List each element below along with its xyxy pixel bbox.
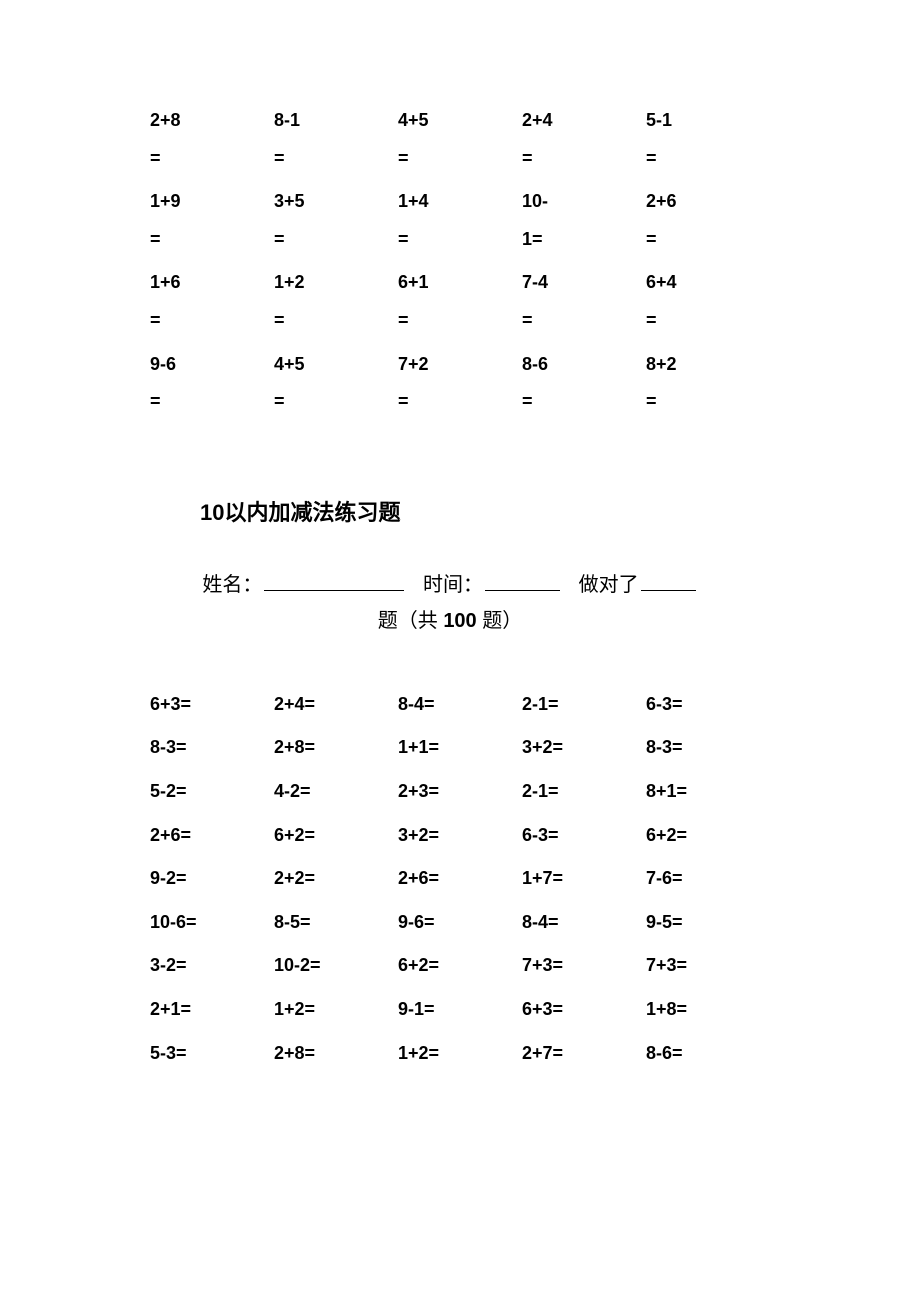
problem-cell: 1+6 (150, 272, 274, 310)
problem-cell: 5-2= (150, 781, 274, 825)
problem-cell: 5-3= (150, 1043, 274, 1087)
problem-cell: 2+8= (274, 1043, 398, 1087)
problem-cell: 3+2= (522, 737, 646, 781)
problem-cell: 2+6= (398, 868, 522, 912)
problem-cell: 2+6 (646, 191, 770, 229)
problem-cell: 7+3= (522, 955, 646, 999)
problem-cell: 1+2= (398, 1043, 522, 1087)
problem-cell: 9-6 (150, 354, 274, 392)
name-label: 姓名： (202, 574, 262, 596)
equals-cell: = (522, 148, 646, 192)
equals-cell: = (522, 391, 646, 435)
problem-cell: 1+4 (398, 191, 522, 229)
problem-cell: 9-1= (398, 999, 522, 1043)
problem-cell: 1+2 (274, 272, 398, 310)
problem-cell: 1+9 (150, 191, 274, 229)
equals-cell: = (398, 391, 522, 435)
problem-cell: 6+3= (522, 999, 646, 1043)
problem-cell: 9-6= (398, 912, 522, 956)
problem-cell: 7+3= (646, 955, 770, 999)
problem-cell: 6-3= (522, 825, 646, 869)
problem-cell: 2+4= (274, 694, 398, 738)
equals-cell: = (646, 310, 770, 354)
problem-cell: 8-6 (522, 354, 646, 392)
problem-cell: 8-4= (398, 694, 522, 738)
problem-cell: 1+2= (274, 999, 398, 1043)
equals-cell: = (398, 310, 522, 354)
equals-cell: = (646, 148, 770, 192)
equals-cell: = (150, 229, 274, 273)
problem-cell: 4-2= (274, 781, 398, 825)
problem-cell: 8-3= (646, 737, 770, 781)
problem-cell: 6+1 (398, 272, 522, 310)
correct-label: 做对了 (579, 574, 639, 596)
equals-cell: = (150, 148, 274, 192)
correct-blank (641, 590, 696, 591)
problem-cell: 3-2= (150, 955, 274, 999)
problem-cell: 1+7= (522, 868, 646, 912)
equals-cell: = (274, 148, 398, 192)
equals-cell: = (398, 229, 522, 273)
problem-cell: 6-3= (646, 694, 770, 738)
problem-cell: 10- (522, 191, 646, 229)
problem-cell: 7+2 (398, 354, 522, 392)
problem-cell: 2+4 (522, 110, 646, 148)
equals-cell: = (522, 310, 646, 354)
problem-cell: 8-5= (274, 912, 398, 956)
equals-cell: = (646, 391, 770, 435)
problem-cell: 9-2= (150, 868, 274, 912)
problem-cell: 6+3= (150, 694, 274, 738)
problem-cell: 2+2= (274, 868, 398, 912)
problem-cell: 9-5= (646, 912, 770, 956)
total-line-prefix: 题（共 (378, 610, 444, 632)
equals-cell: = (274, 229, 398, 273)
problem-cell: 1+8= (646, 999, 770, 1043)
problem-cell: 10-6= (150, 912, 274, 956)
equals-cell: 1= (522, 229, 646, 273)
problem-cell: 1+1= (398, 737, 522, 781)
problem-cell: 2-1= (522, 694, 646, 738)
total-line-suffix: 题） (477, 610, 523, 632)
problem-cell: 2+3= (398, 781, 522, 825)
problem-cell: 8+2 (646, 354, 770, 392)
problem-cell: 2+7= (522, 1043, 646, 1087)
problems-table-2: 6+3=2+4=8-4=2-1=6-3=8-3=2+8=1+1=3+2=8-3=… (150, 694, 770, 1086)
problems-table-1: 2+88-14+52+45-1=====1+93+51+410-2+6===1=… (150, 110, 770, 435)
equals-cell: = (150, 391, 274, 435)
problem-cell: 2+6= (150, 825, 274, 869)
problem-cell: 6+2= (646, 825, 770, 869)
equals-cell: = (274, 391, 398, 435)
problem-cell: 4+5 (398, 110, 522, 148)
problem-cell: 3+5 (274, 191, 398, 229)
problem-cell: 8-4= (522, 912, 646, 956)
problem-cell: 3+2= (398, 825, 522, 869)
problem-cell: 6+2= (398, 955, 522, 999)
equals-cell: = (646, 229, 770, 273)
problem-cell: 7-4 (522, 272, 646, 310)
problem-cell: 2+1= (150, 999, 274, 1043)
name-blank (264, 590, 404, 591)
equals-cell: = (150, 310, 274, 354)
time-label: 时间： (423, 574, 483, 596)
problem-cell: 8-6= (646, 1043, 770, 1087)
worksheet-title: 10以内加减法练习题 (200, 495, 770, 527)
form-header: 姓名： 时间： 做对了 题（共 100 题） (130, 567, 770, 639)
problem-cell: 4+5 (274, 354, 398, 392)
problem-cell: 7-6= (646, 868, 770, 912)
equals-cell: = (274, 310, 398, 354)
problem-cell: 6+4 (646, 272, 770, 310)
time-blank (485, 590, 560, 591)
problem-cell: 2-1= (522, 781, 646, 825)
equals-cell: = (398, 148, 522, 192)
problem-cell: 10-2= (274, 955, 398, 999)
problem-cell: 2+8= (274, 737, 398, 781)
problem-cell: 6+2= (274, 825, 398, 869)
problem-cell: 8-1 (274, 110, 398, 148)
problem-cell: 5-1 (646, 110, 770, 148)
problem-cell: 8+1= (646, 781, 770, 825)
problem-cell: 2+8 (150, 110, 274, 148)
problem-cell: 8-3= (150, 737, 274, 781)
total-count: 100 (443, 610, 476, 632)
